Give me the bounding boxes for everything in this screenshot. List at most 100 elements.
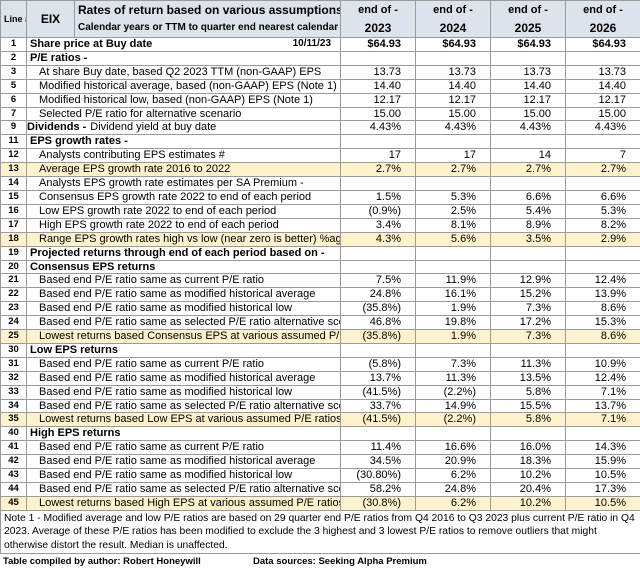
sources: Data sources: Seeking Alpha Premium bbox=[253, 556, 427, 568]
value-cell: 8.6% bbox=[565, 301, 640, 317]
empty-cell bbox=[490, 176, 566, 191]
value-cell: (35.8%) bbox=[340, 329, 416, 344]
table-row: 43 Based end P/E ratio same as modified h… bbox=[0, 468, 640, 483]
row-label: Modified historical average, based (non-… bbox=[39, 79, 337, 92]
value-cell: $64.93 bbox=[340, 37, 416, 52]
table-row: 40 High EPS returns bbox=[0, 426, 640, 442]
value-cell: 17.3% bbox=[565, 482, 640, 497]
row-label: Consensus EPS growth rate 2022 to end of… bbox=[39, 190, 312, 203]
value-cell: 14 bbox=[490, 148, 566, 164]
empty-cell bbox=[415, 134, 491, 150]
table-subtitle: Calendar years or TTM to quarter end nea… bbox=[74, 19, 341, 38]
line-number: 44 bbox=[0, 482, 27, 497]
row-label-cell: Lowest returns based Low EPS at various … bbox=[26, 412, 341, 428]
value-cell: 12.17 bbox=[340, 92, 416, 108]
value-cell: 4.43% bbox=[340, 120, 416, 136]
value-cell: (30.8%) bbox=[340, 495, 416, 511]
value-cell: 2.7% bbox=[415, 162, 491, 178]
value-cell: (2.2%) bbox=[415, 384, 491, 400]
value-cell: 11.3% bbox=[415, 370, 491, 386]
value-cell: 7.1% bbox=[565, 412, 640, 428]
empty-cell bbox=[565, 50, 640, 66]
line-number: 43 bbox=[0, 468, 27, 483]
empty-cell bbox=[340, 134, 416, 150]
value-cell: 15.00 bbox=[415, 106, 491, 122]
value-cell: 11.9% bbox=[415, 273, 491, 289]
value-cell: 15.00 bbox=[490, 106, 566, 122]
column-top: end of - bbox=[490, 0, 566, 19]
empty-cell bbox=[340, 245, 416, 261]
line-number: 45 bbox=[0, 495, 27, 511]
value-cell: 14.40 bbox=[340, 78, 416, 94]
value-cell: (2.2%) bbox=[415, 412, 491, 428]
empty-cell bbox=[565, 134, 640, 150]
value-cell: 12.17 bbox=[490, 92, 566, 108]
line-number: 25 bbox=[0, 329, 27, 344]
value-cell: (35.8%) bbox=[340, 301, 416, 317]
table-row: 42 Based end P/E ratio same as modified h… bbox=[0, 454, 640, 470]
value-cell: 15.5% bbox=[490, 398, 566, 414]
row-label-cell: EPS growth rates - bbox=[26, 134, 341, 150]
value-cell: 4.43% bbox=[490, 120, 566, 136]
row-label: P/E ratios - bbox=[30, 51, 88, 64]
value-cell: 7.5% bbox=[340, 273, 416, 289]
line-number: 11 bbox=[0, 134, 27, 150]
value-cell: 8.6% bbox=[565, 329, 640, 344]
row-label-cell: Consensus EPS returns bbox=[26, 259, 341, 275]
table-row: 14 Analysts EPS growth rate estimates per… bbox=[0, 176, 640, 191]
table-row: 20 Consensus EPS returns bbox=[0, 259, 640, 275]
value-cell: 13.73 bbox=[415, 64, 491, 80]
value-cell: 24.8% bbox=[340, 287, 416, 303]
table-body: 1 10/11/23 Share price at Buy date $64.93 $6… bbox=[0, 37, 640, 511]
value-cell: 19.8% bbox=[415, 315, 491, 331]
row-label: Dividends - bbox=[27, 121, 87, 134]
table-row: 25 Lowest returns based Consensus EPS at … bbox=[0, 329, 640, 344]
row-label: Lowest returns based Low EPS at various … bbox=[39, 413, 341, 426]
value-cell: 5.4% bbox=[490, 203, 566, 219]
value-cell: 5.6% bbox=[415, 231, 491, 247]
empty-cell bbox=[490, 134, 566, 150]
column-top: end of - bbox=[340, 0, 416, 19]
empty-cell bbox=[340, 342, 416, 358]
value-cell: 8.1% bbox=[415, 217, 491, 233]
value-cell: 6.2% bbox=[415, 468, 491, 483]
row-label-cell: Based end P/E ratio same as modified his… bbox=[26, 370, 341, 386]
row-label: Selected P/E ratio for alternative scena… bbox=[39, 107, 242, 120]
value-cell: 8.9% bbox=[490, 217, 566, 233]
value-cell: 1.5% bbox=[340, 189, 416, 205]
value-cell: 10.5% bbox=[565, 468, 640, 483]
value-cell: 15.2% bbox=[490, 287, 566, 303]
value-cell: 3.5% bbox=[490, 231, 566, 247]
row-label-cell: Based end P/E ratio same as modified his… bbox=[26, 301, 341, 317]
value-cell: 3.4% bbox=[340, 217, 416, 233]
table-row: 9 Dividends - Dividend yield at buy date 4.… bbox=[0, 120, 640, 136]
line-number: 23 bbox=[0, 301, 27, 317]
value-cell: 14.3% bbox=[565, 440, 640, 456]
value-cell: (5.8%) bbox=[340, 356, 416, 372]
row-label-cell: Based end P/E ratio same as modified his… bbox=[26, 287, 341, 303]
value-cell: 58.2% bbox=[340, 482, 416, 497]
empty-cell bbox=[415, 426, 491, 442]
empty-cell bbox=[490, 426, 566, 442]
line-number: 24 bbox=[0, 315, 27, 331]
empty-cell bbox=[490, 259, 566, 275]
row-label: Consensus EPS returns bbox=[30, 260, 156, 273]
table-row: 19 Projected returns through end of each … bbox=[0, 245, 640, 261]
value-cell: 5.3% bbox=[415, 189, 491, 205]
value-cell: 11.3% bbox=[490, 356, 566, 372]
line-number: 19 bbox=[0, 245, 27, 261]
line-number: 5 bbox=[0, 78, 27, 94]
row-label: High EPS returns bbox=[30, 427, 121, 440]
table-row: 24 Based end P/E ratio same as selected P… bbox=[0, 315, 640, 331]
row-label: Based end P/E ratio same as modified his… bbox=[39, 469, 293, 482]
buy-date: 10/11/23 bbox=[292, 38, 331, 49]
value-cell: 14.9% bbox=[415, 398, 491, 414]
line-number: 30 bbox=[0, 342, 27, 358]
row-label: Analysts contributing EPS estimates # bbox=[39, 149, 225, 162]
line-number: 3 bbox=[0, 64, 27, 80]
empty-cell bbox=[340, 176, 416, 191]
line-number: 1 bbox=[0, 37, 27, 52]
empty-cell bbox=[490, 245, 566, 261]
line-number: 21 bbox=[0, 273, 27, 289]
row-label-cell: Analysts contributing EPS estimates # bbox=[26, 148, 341, 164]
